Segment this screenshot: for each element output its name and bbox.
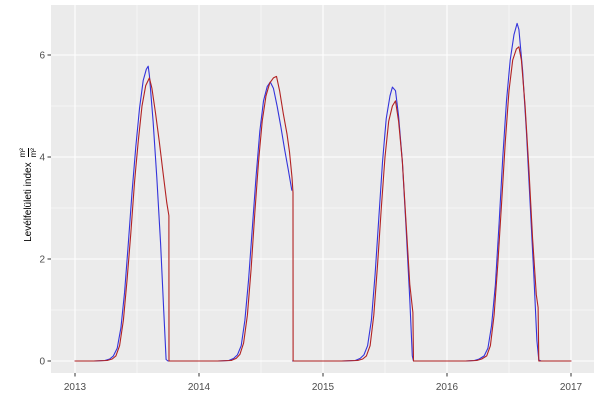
y-axis-title-text: Levélfelületi index <box>22 162 34 242</box>
x-tick-label: 2015 <box>312 382 335 393</box>
y-tick-label: 4 <box>39 153 45 164</box>
y-tick-label: 0 <box>39 357 45 368</box>
axis-ticks <box>47 54 572 377</box>
y-tick-label: 6 <box>39 51 45 62</box>
fraction-numerator: m² <box>18 148 28 158</box>
y-axis-unit-fraction: m² m² <box>18 148 38 158</box>
x-tick-label: 2014 <box>188 382 211 393</box>
y-axis-title: Levélfelületi index m² m² <box>11 105 45 285</box>
grid-major <box>51 5 594 373</box>
series-lines <box>74 22 572 362</box>
y-tick-label: 2 <box>39 255 45 266</box>
fraction-denominator: m² <box>27 148 38 158</box>
red-series <box>74 46 572 362</box>
x-tick-label: 2013 <box>64 382 87 393</box>
axis-labels: 2013 2014 2015 2016 2017 0 2 4 6 <box>39 51 582 394</box>
x-tick-label: 2016 <box>436 382 459 393</box>
x-tick-label: 2017 <box>560 382 583 393</box>
